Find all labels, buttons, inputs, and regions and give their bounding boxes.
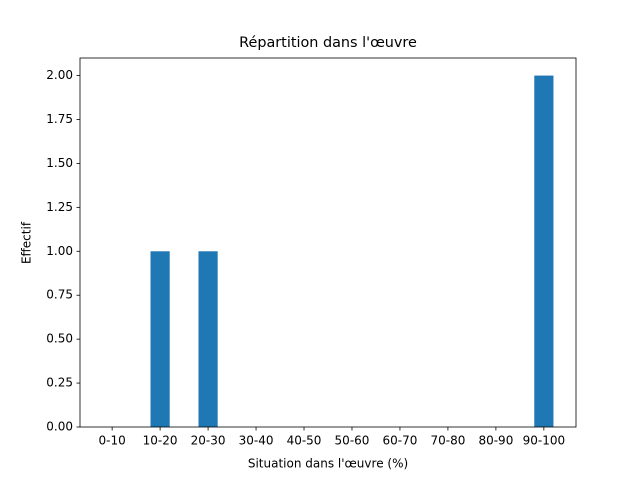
bar — [150, 251, 170, 427]
x-tick-label: 90-100 — [523, 434, 566, 448]
plot-frame — [79, 57, 577, 428]
x-tick-label: 60-70 — [383, 434, 418, 448]
x-tick-label: 30-40 — [239, 434, 274, 448]
x-axis-label: Situation dans l'œuvre (%) — [248, 457, 408, 471]
x-tick-label: 20-30 — [191, 434, 226, 448]
y-tick-label: 1.00 — [46, 244, 73, 258]
y-tick-label: 0.75 — [46, 288, 73, 302]
bar — [198, 251, 218, 427]
y-tick-label: 2.00 — [46, 68, 73, 82]
y-tick-label: 1.25 — [46, 200, 73, 214]
x-tick-label: 0-10 — [99, 434, 126, 448]
y-tick-label: 0.00 — [46, 420, 73, 434]
y-tick-label: 0.50 — [46, 332, 73, 346]
x-tick-label: 70-80 — [430, 434, 465, 448]
y-tick-label: 1.75 — [46, 112, 73, 126]
bar — [534, 75, 554, 428]
y-tick-label: 1.50 — [46, 156, 73, 170]
x-tick-label: 10-20 — [143, 434, 178, 448]
chart-title: Répartition dans l'œuvre — [239, 35, 417, 51]
x-tick-label: 40-50 — [287, 434, 322, 448]
y-axis-label: Effectif — [20, 221, 34, 264]
x-tick-label: 80-90 — [478, 434, 513, 448]
x-tick-label: 50-60 — [335, 434, 370, 448]
y-tick-label: 0.25 — [46, 376, 73, 390]
